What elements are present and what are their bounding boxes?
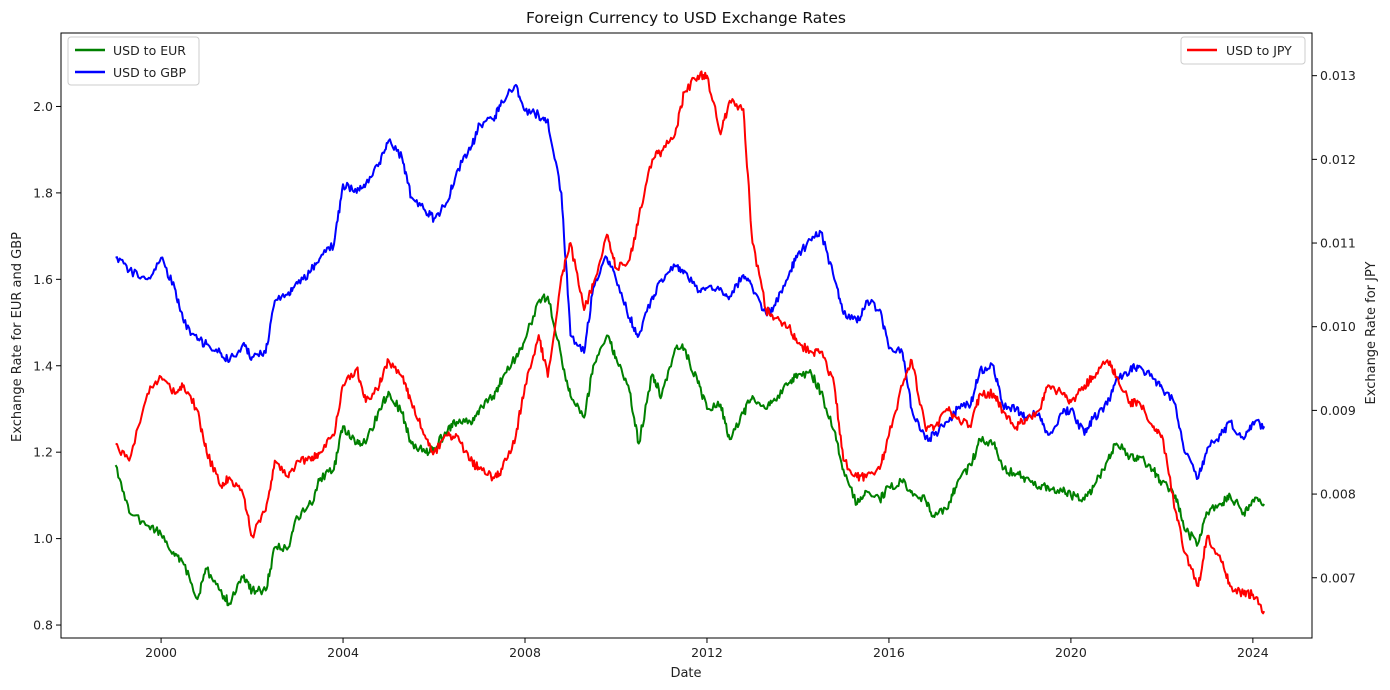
legend-label-eur: USD to EUR	[113, 43, 186, 58]
legend-label-jpy: USD to JPY	[1226, 43, 1292, 58]
y-left-tick-label: 1.4	[33, 358, 53, 373]
y-right-tick-label: 0.009	[1320, 403, 1356, 418]
legend-right-box	[1180, 36, 1306, 65]
y-axis-right-label: Exchange Rate for JPY	[1364, 261, 1379, 404]
series-line-usd-to-gbp	[115, 83, 1266, 480]
x-tick-label: 2020	[1055, 645, 1087, 660]
y-right-tick-label: 0.010	[1320, 319, 1356, 334]
y-right-tick-label: 0.008	[1320, 487, 1356, 502]
y-left-tick-label: 1.6	[33, 272, 53, 287]
legend-left: USD to EUR USD to GBP	[67, 36, 200, 86]
x-tick-label: 2008	[509, 645, 541, 660]
x-tick-label: 2000	[145, 645, 177, 660]
x-tick-label: 2016	[873, 645, 905, 660]
y-right-tick-label: 0.012	[1320, 152, 1356, 167]
legend-label-gbp: USD to GBP	[113, 65, 186, 80]
legend-right: USD to JPY	[1180, 36, 1306, 65]
x-axis-label: Date	[670, 666, 701, 681]
y-left-tick-label: 2.0	[33, 99, 53, 114]
series-line-usd-to-eur	[114, 293, 1266, 607]
x-tick-label: 2012	[691, 645, 723, 660]
y-right-tick-label: 0.007	[1320, 570, 1356, 585]
series-line-usd-to-jpy	[115, 70, 1266, 615]
y-right-tick-label: 0.011	[1320, 236, 1356, 251]
x-tick-label: 2024	[1237, 645, 1269, 660]
x-tick-label: 2004	[327, 645, 359, 660]
plot-frame	[60, 32, 1313, 639]
y-axis-left-label: Exchange Rate for EUR and GBP	[10, 232, 25, 442]
y-left-tick-label: 0.8	[33, 618, 53, 633]
axes: 2000 2004 2008 2012 2016 2020 2024 0.8 1.0 1.2 1.4…	[33, 32, 1356, 660]
plot-area	[114, 70, 1266, 615]
y-right-tick-label: 0.013	[1320, 68, 1356, 83]
y-left-tick-label: 1.2	[33, 445, 53, 460]
y-left-tick-label: 1.0	[33, 531, 53, 546]
y-left-tick-label: 1.8	[33, 185, 53, 200]
chart-title: Foreign Currency to USD Exchange Rates	[526, 9, 846, 27]
